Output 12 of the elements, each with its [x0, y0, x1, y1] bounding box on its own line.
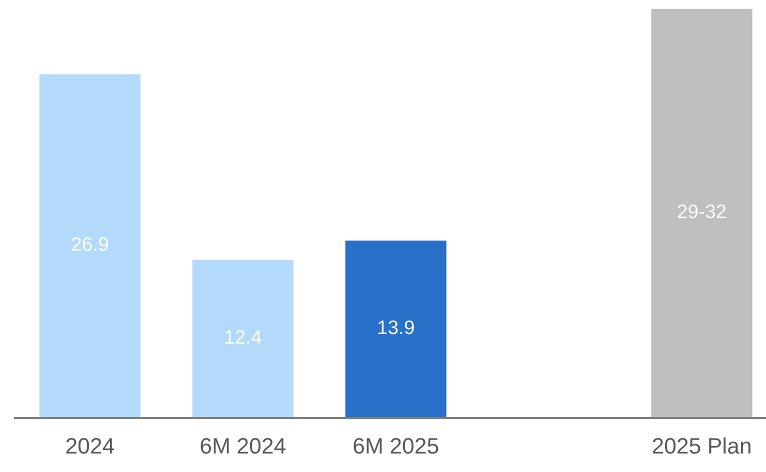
data-label: 12.4	[225, 330, 262, 344]
x-tick-label: 2024	[66, 438, 114, 454]
bar	[650, 8, 754, 418]
bar	[190, 258, 295, 418]
x-tick-label: 6M 2024	[200, 438, 286, 454]
data-label: 29-32	[678, 204, 726, 218]
bar	[38, 72, 142, 418]
bar	[344, 239, 448, 418]
data-label: 13.9	[378, 320, 414, 334]
data-label: 26.9	[72, 237, 108, 251]
x-tick-label: 2025 Plan	[652, 437, 750, 454]
x-tick-label: 6M 2025	[354, 438, 438, 454]
